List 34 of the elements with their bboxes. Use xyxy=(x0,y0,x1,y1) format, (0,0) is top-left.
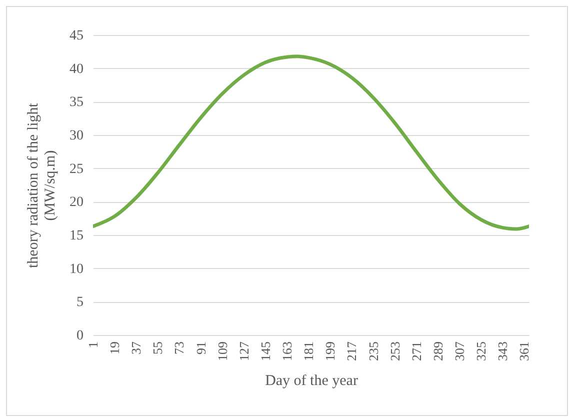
y-tick-label: 5 xyxy=(76,295,84,310)
x-tick-label: 325 xyxy=(474,342,489,361)
y-tick-label: 25 xyxy=(70,162,84,177)
y-tick-label: 45 xyxy=(70,28,84,44)
x-tick-label: 253 xyxy=(387,342,402,361)
x-tick-label: 73 xyxy=(172,342,187,354)
x-tick-label: 37 xyxy=(128,341,144,354)
x-tick-label: 271 xyxy=(408,342,424,361)
y-tick-label: 30 xyxy=(70,128,84,144)
x-tick-label: 19 xyxy=(107,342,122,354)
x-tick-label: 91 xyxy=(193,342,208,354)
line-series xyxy=(93,54,529,231)
x-tick-label: 289 xyxy=(430,342,446,361)
x-tick-label: 307 xyxy=(452,341,468,361)
x-axis-title: Day of the year xyxy=(265,373,358,389)
x-tick-label: 55 xyxy=(150,342,166,354)
x-tick-label: 343 xyxy=(495,342,510,361)
y-tick-label: 40 xyxy=(70,62,84,77)
x-tick-label: 127 xyxy=(236,341,252,361)
x-tick-label: 235 xyxy=(366,342,381,361)
y-tick-label: 20 xyxy=(70,195,84,210)
x-tick-label: 181 xyxy=(301,342,316,361)
y-tick-label: 10 xyxy=(70,262,84,277)
x-tick-label: 1 xyxy=(86,342,100,348)
y-tick-label: 15 xyxy=(70,228,84,244)
x-tick-label: 145 xyxy=(258,342,273,361)
y-axis-title: theory radiation of the light (MW/sq.m) xyxy=(26,102,58,268)
x-tick-label: 361 xyxy=(516,342,532,361)
x-tick-label: 163 xyxy=(280,342,295,361)
y-tick-label: 35 xyxy=(70,95,84,110)
y-tick-label: 0 xyxy=(76,328,84,344)
x-tick-label: 109 xyxy=(214,342,230,361)
x-tick-label: 199 xyxy=(322,342,338,361)
x-tick-label: 217 xyxy=(344,341,360,361)
